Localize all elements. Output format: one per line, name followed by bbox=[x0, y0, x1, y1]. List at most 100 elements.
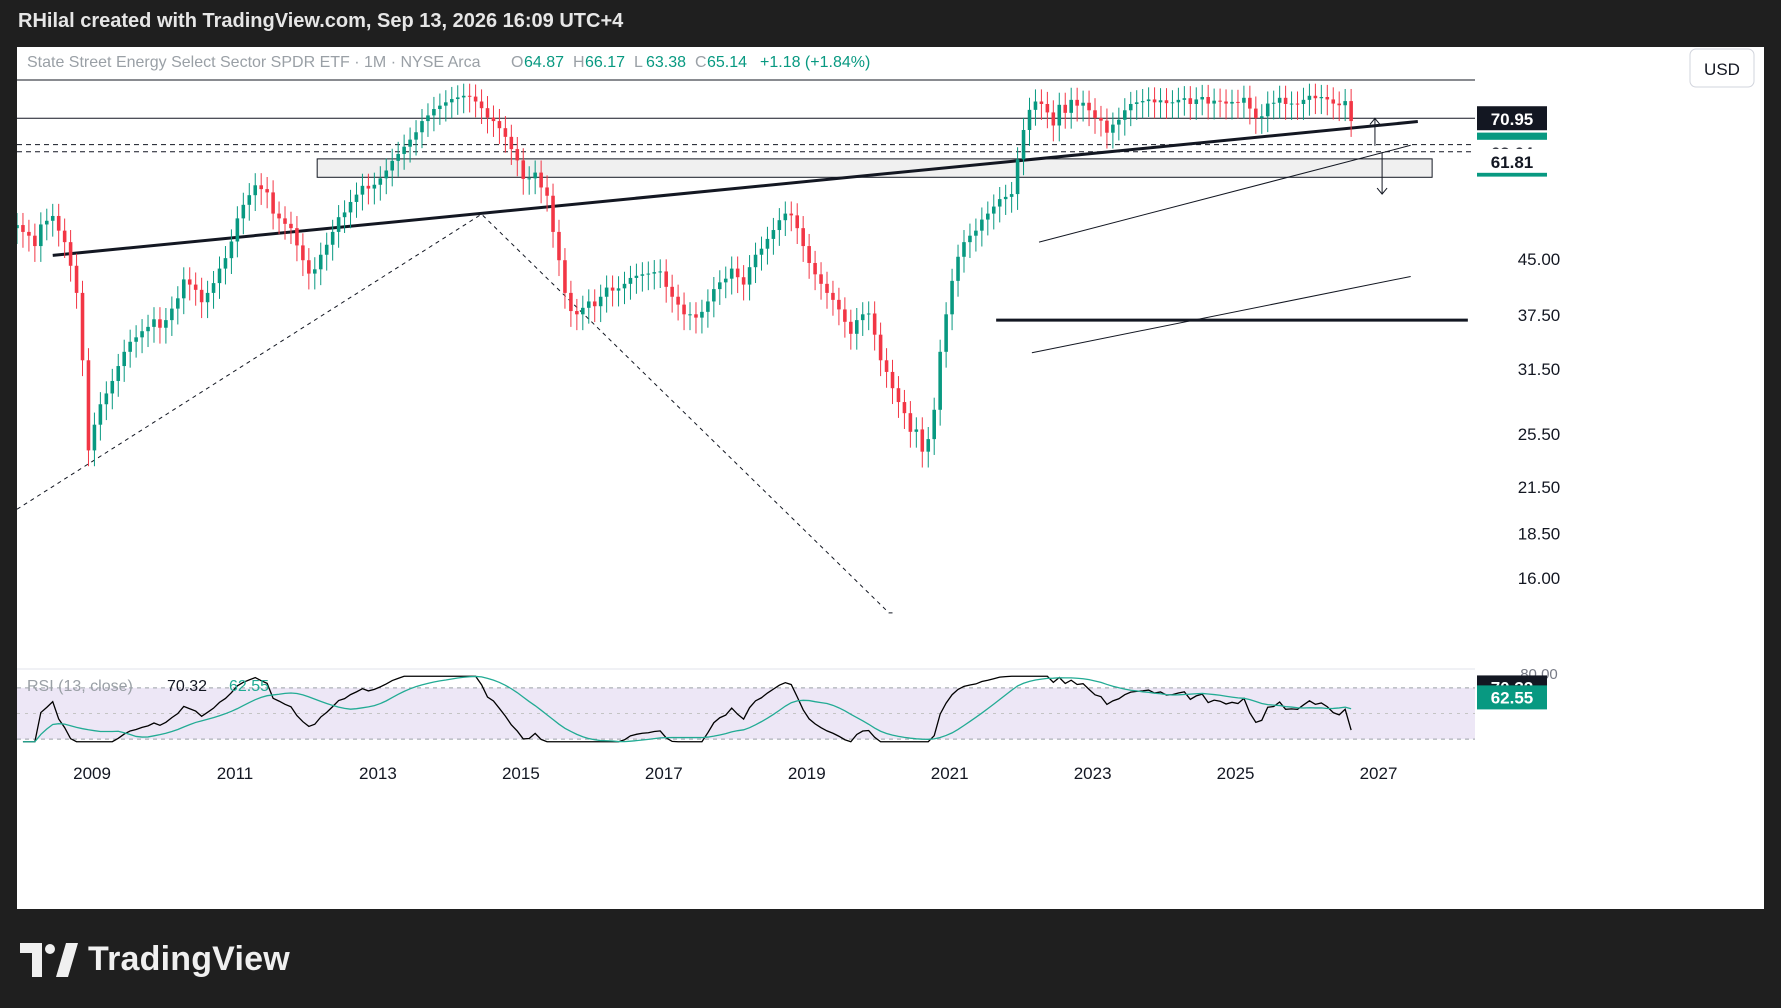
candle-body bbox=[1027, 109, 1032, 130]
candle-body bbox=[980, 219, 984, 231]
candle-body bbox=[50, 215, 55, 221]
candle-body bbox=[843, 309, 847, 322]
candle-body bbox=[158, 319, 162, 328]
candle-body bbox=[997, 199, 1002, 207]
candle-body bbox=[164, 320, 168, 328]
candle-body bbox=[1063, 104, 1068, 113]
candle-body bbox=[974, 230, 978, 236]
candle-body bbox=[819, 274, 823, 284]
candle-body bbox=[1349, 101, 1353, 122]
candle-body bbox=[723, 278, 728, 283]
time-tick-label: 2017 bbox=[645, 764, 683, 783]
svg-text:64.87: 64.87 bbox=[524, 54, 564, 71]
candle-body bbox=[1182, 98, 1187, 100]
candle-body bbox=[348, 201, 353, 213]
candle-body bbox=[944, 314, 948, 352]
candle-body bbox=[1158, 100, 1163, 103]
candle-body bbox=[438, 105, 442, 110]
candle-body bbox=[181, 279, 186, 299]
candle-body bbox=[1200, 97, 1205, 100]
candle-body bbox=[426, 115, 430, 122]
dashed-wave-path bbox=[17, 213, 893, 614]
candle-body bbox=[563, 260, 567, 293]
candle-body bbox=[777, 220, 782, 231]
svg-text:L: L bbox=[634, 54, 643, 71]
candle-body bbox=[503, 128, 508, 137]
currency-button[interactable]: USD bbox=[1689, 48, 1755, 88]
candle-body bbox=[449, 99, 454, 103]
candle-body bbox=[1081, 102, 1085, 106]
candle-body bbox=[277, 213, 281, 219]
candle-body bbox=[1277, 97, 1282, 103]
candle-body bbox=[342, 212, 347, 218]
chart-caption: RHilal created with TradingView.com, Sep… bbox=[18, 10, 624, 32]
grid-layer bbox=[17, 79, 1475, 670]
candle-body bbox=[932, 409, 936, 440]
candle-body bbox=[735, 268, 740, 278]
price-axis[interactable]: 45.00 37.50 31.50 25.50 21.50 18.50 16.00 70.95… bbox=[1477, 106, 1560, 588]
candle-body bbox=[789, 213, 794, 216]
candle-body bbox=[1152, 99, 1157, 103]
candle-body bbox=[509, 136, 514, 150]
candle-body bbox=[622, 283, 627, 289]
candle-body bbox=[1259, 116, 1264, 119]
candle-body bbox=[330, 231, 335, 245]
time-tick-label: 2013 bbox=[359, 764, 397, 783]
candle-body bbox=[604, 287, 609, 297]
svg-text:O: O bbox=[511, 54, 523, 71]
candle-body bbox=[205, 292, 210, 303]
candle-body bbox=[557, 231, 561, 261]
candle-body bbox=[938, 351, 942, 410]
down-arrow-head bbox=[1376, 187, 1388, 195]
candle-body bbox=[104, 393, 109, 405]
candle-body bbox=[908, 413, 913, 432]
time-axis[interactable]: 2009 2011 2013 2015 2017 2019 2021 2023 2025 2027 bbox=[73, 764, 1397, 783]
candle-body bbox=[682, 304, 686, 315]
candle-body bbox=[1170, 102, 1175, 104]
chart-frame[interactable]: State Street Energy Select Sector SPDR E… bbox=[17, 47, 1764, 909]
candle-body bbox=[116, 366, 121, 381]
candle-body bbox=[366, 185, 371, 189]
candle-body bbox=[384, 170, 389, 179]
candle-body bbox=[1295, 103, 1300, 105]
candle-body bbox=[950, 280, 954, 315]
candle-body bbox=[569, 292, 573, 312]
candle-body bbox=[1218, 100, 1222, 102]
time-tick-label: 2025 bbox=[1217, 764, 1255, 783]
candle-body bbox=[140, 331, 144, 338]
candle-body bbox=[39, 224, 43, 247]
candle-body bbox=[461, 95, 466, 98]
candle-body bbox=[1242, 97, 1246, 103]
candle-body bbox=[193, 284, 198, 290]
candle-body bbox=[92, 424, 97, 451]
candle-body bbox=[896, 388, 901, 403]
candle-body bbox=[295, 228, 299, 246]
candle-body bbox=[849, 321, 853, 334]
resistance-trendline bbox=[52, 120, 1418, 257]
candle-body bbox=[199, 289, 204, 303]
candle-body bbox=[307, 260, 311, 274]
candle-body bbox=[1021, 129, 1026, 160]
candle-body bbox=[1057, 104, 1062, 126]
candle-layer bbox=[17, 83, 1353, 468]
candle-body bbox=[217, 268, 222, 284]
candle-body bbox=[396, 153, 400, 161]
up-arrow-head bbox=[1369, 117, 1381, 125]
candle-body bbox=[753, 254, 758, 268]
candle-body bbox=[991, 206, 996, 214]
candle-body bbox=[652, 272, 657, 274]
candle-body bbox=[1206, 97, 1210, 104]
candle-body bbox=[801, 228, 805, 247]
candle-body bbox=[33, 235, 37, 247]
time-tick-label: 2015 bbox=[502, 764, 540, 783]
candle-body bbox=[283, 218, 287, 224]
symbol-title: State Street Energy Select Sector SPDR E… bbox=[27, 54, 481, 71]
price-tick-label: 31.50 bbox=[1518, 360, 1561, 379]
price-chart[interactable]: State Street Energy Select Sector SPDR E… bbox=[17, 47, 1764, 909]
candle-body bbox=[551, 195, 555, 232]
candle-body bbox=[253, 185, 258, 196]
candle-body bbox=[414, 132, 418, 140]
rsi-label-bg bbox=[1477, 685, 1547, 710]
price-label-text: 61.81 bbox=[1491, 153, 1534, 172]
